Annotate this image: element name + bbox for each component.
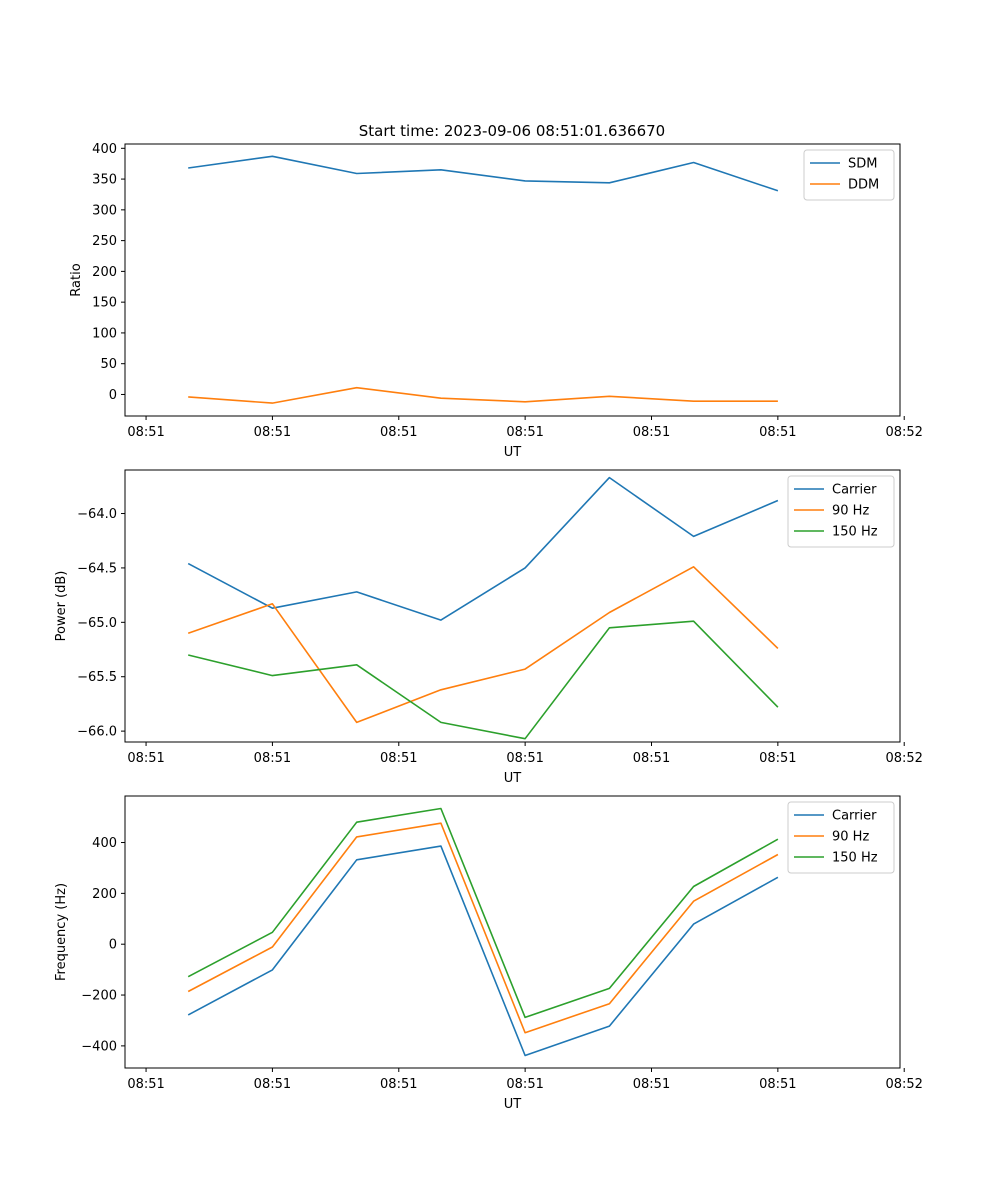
legend-label: SDM	[848, 157, 877, 172]
legend-label: Carrier	[832, 809, 877, 824]
y-tick-label: 0	[109, 938, 117, 953]
x-tick-label: 08:51	[380, 1077, 417, 1092]
y-tick-label: 200	[92, 265, 117, 280]
legend-label: Carrier	[832, 483, 877, 498]
legend-label: DDM	[848, 178, 879, 193]
axes-frame	[124, 143, 901, 417]
y-tick-label: −64.0	[77, 507, 117, 522]
x-tick-label: 08:51	[506, 425, 543, 440]
axes-frame	[124, 469, 901, 743]
y-tick-label: 150	[92, 296, 117, 311]
x-tick-label: 08:52	[885, 425, 922, 440]
x-tick-label: 08:51	[633, 751, 670, 766]
x-tick-label: 08:51	[127, 1077, 164, 1092]
x-tick-label: 08:51	[506, 1077, 543, 1092]
legend: Carrier 90 Hz 150 Hz	[787, 475, 895, 548]
y-tick-label: −66.0	[77, 725, 117, 740]
ratio-panel: 08:51 08:51 08:51 08:51 08:51 08:51 08:52 400 35…	[69, 142, 923, 460]
y-tick-label: 100	[92, 326, 117, 341]
x-tick-label: 08:51	[127, 425, 164, 440]
x-tick-label: 08:51	[380, 751, 417, 766]
y-tick-label: 250	[92, 234, 117, 249]
x-tick-label: 08:51	[759, 425, 796, 440]
y-tick-label: −65.5	[77, 670, 117, 685]
x-tick-label: 08:51	[633, 425, 670, 440]
y-tick-label: 400	[92, 836, 117, 851]
y-axis-label: Power (dB)	[54, 571, 69, 642]
series-line-90-hz	[187, 822, 779, 1034]
series-line-150-hz	[188, 620, 779, 740]
x-tick-label: 08:51	[254, 425, 291, 440]
power-panel: 08:51 08:51 08:51 08:51 08:51 08:51 08:52 −64.0…	[54, 469, 923, 786]
y-tick-label: −65.0	[77, 616, 117, 631]
series-line-carrier	[187, 476, 779, 621]
x-tick-label: 08:51	[759, 751, 796, 766]
x-tick-label: 08:52	[885, 1077, 922, 1092]
x-tick-label: 08:51	[254, 1077, 291, 1092]
y-tick-label: 350	[92, 173, 117, 188]
x-tick-label: 08:51	[633, 1077, 670, 1092]
x-axis-label: UT	[504, 1097, 522, 1112]
legend: SDM DDM	[803, 149, 895, 201]
y-tick-label: 50	[100, 357, 117, 372]
y-tick-label: 400	[92, 142, 117, 157]
series-line-carrier	[187, 845, 779, 1057]
series-line-90-hz	[187, 565, 779, 724]
legend-box	[787, 801, 895, 874]
series-line-ddm	[188, 386, 778, 404]
legend-label: 90 Hz	[832, 504, 869, 519]
y-tick-label: −400	[81, 1039, 117, 1054]
legend-label: 90 Hz	[832, 830, 869, 845]
axes-frame	[124, 795, 901, 1069]
legend-label: 150 Hz	[832, 525, 878, 540]
figure-title: Start time: 2023-09-06 08:51:01.636670	[359, 122, 665, 140]
x-axis-label: UT	[504, 445, 522, 460]
frequency-panel: 08:51 08:51 08:51 08:51 08:51 08:51 08:52 400 20…	[54, 795, 923, 1112]
series-line-sdm	[188, 155, 779, 192]
y-tick-label: 300	[92, 203, 117, 218]
x-tick-label: 08:51	[506, 751, 543, 766]
x-tick-label: 08:51	[759, 1077, 796, 1092]
x-axis-label: UT	[504, 771, 522, 786]
y-tick-label: −64.5	[77, 561, 117, 576]
x-tick-label: 08:51	[254, 751, 291, 766]
y-axis-label: Ratio	[69, 263, 84, 296]
legend-label: 150 Hz	[832, 851, 878, 866]
x-tick-label: 08:51	[380, 425, 417, 440]
legend: Carrier 90 Hz 150 Hz	[787, 801, 895, 874]
series-line-150-hz	[187, 807, 779, 1019]
y-tick-label: 0	[109, 388, 117, 403]
x-tick-label: 08:51	[127, 751, 164, 766]
y-tick-label: −200	[81, 989, 117, 1004]
y-axis-label: Frequency (Hz)	[54, 883, 69, 981]
x-tick-label: 08:52	[885, 751, 922, 766]
legend-box	[787, 475, 895, 548]
y-tick-label: 200	[92, 887, 117, 902]
